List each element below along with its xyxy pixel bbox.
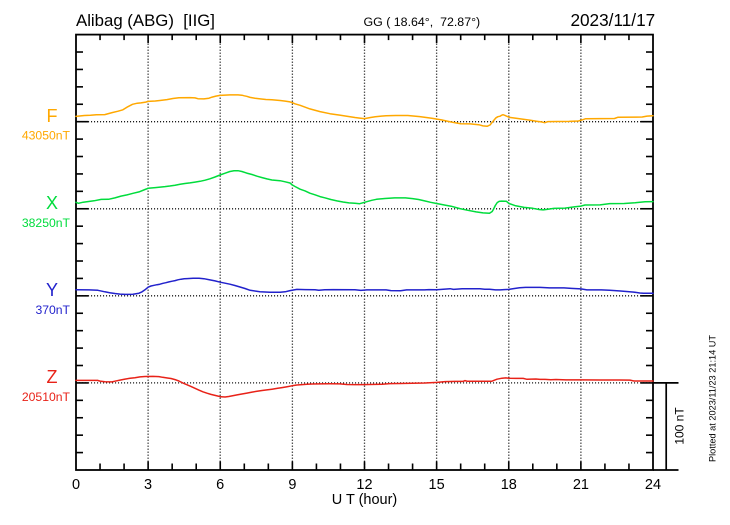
svg-text:20510nT: 20510nT bbox=[22, 390, 71, 404]
svg-text:Plotted at 2023/11/23 21:14 UT: Plotted at 2023/11/23 21:14 UT bbox=[708, 335, 718, 462]
svg-text:12: 12 bbox=[356, 477, 372, 493]
svg-text:Alibag (ABG) [IIG]: Alibag (ABG) [IIG] bbox=[76, 11, 215, 30]
svg-text:370nT: 370nT bbox=[35, 303, 70, 317]
svg-text:100 nT: 100 nT bbox=[673, 407, 687, 445]
svg-text:0: 0 bbox=[72, 477, 80, 493]
svg-text:X: X bbox=[46, 193, 58, 213]
svg-text:Z: Z bbox=[47, 367, 58, 387]
svg-text:15: 15 bbox=[429, 477, 445, 493]
svg-text:6: 6 bbox=[216, 477, 224, 493]
svg-text:18: 18 bbox=[501, 477, 517, 493]
svg-text:21: 21 bbox=[573, 477, 589, 493]
svg-text:Y: Y bbox=[46, 280, 58, 300]
svg-text:U T (hour): U T (hour) bbox=[332, 492, 398, 508]
svg-text:38250nT: 38250nT bbox=[22, 216, 71, 230]
svg-text:F: F bbox=[47, 106, 58, 126]
svg-text:43050nT: 43050nT bbox=[22, 129, 71, 143]
svg-text:24: 24 bbox=[645, 477, 661, 493]
svg-text:9: 9 bbox=[288, 477, 296, 493]
svg-text:3: 3 bbox=[144, 477, 152, 493]
svg-text:GG ( 18.64°, 72.87°): GG ( 18.64°, 72.87°) bbox=[364, 15, 481, 29]
svg-text:2023/11/17: 2023/11/17 bbox=[570, 10, 655, 30]
